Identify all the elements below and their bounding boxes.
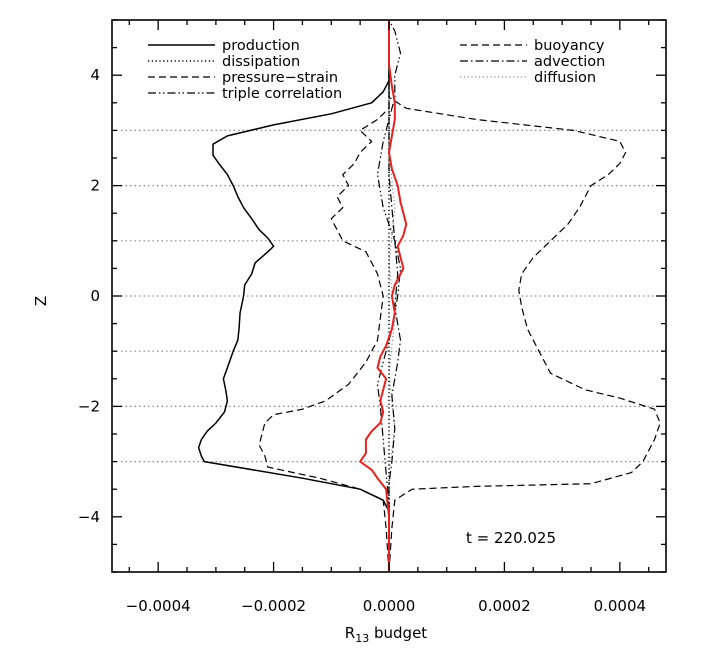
legend-label-0: production bbox=[222, 38, 300, 54]
x-axis-label-tail: budget bbox=[369, 624, 427, 642]
legend-label-2: diffusion bbox=[534, 70, 596, 86]
series-production bbox=[197, 20, 390, 572]
y-tick-label-3: 2 bbox=[90, 177, 100, 195]
series-pressure-strain bbox=[258, 20, 390, 573]
y-tick-label-0: −4 bbox=[78, 508, 100, 526]
legend-label-0: buoyancy bbox=[534, 38, 605, 54]
x-tick-label-1: −0.0002 bbox=[241, 597, 306, 615]
x-tick-label-3: 0.0002 bbox=[478, 597, 531, 615]
series-group bbox=[197, 19, 661, 573]
time-annotation: t = 220.025 bbox=[466, 529, 556, 547]
legend-label-2: pressure−strain bbox=[222, 70, 338, 86]
legend-label-3: triple correlation bbox=[222, 86, 342, 102]
x-axis-label-main: R bbox=[345, 624, 355, 642]
x-tick-label-0: −0.0004 bbox=[126, 597, 191, 615]
y-axis-label: Z bbox=[32, 296, 50, 306]
series-advection bbox=[388, 20, 402, 572]
series-buoyancy bbox=[388, 20, 661, 573]
axis-ticks: −0.0004 −0.0002 0.0000 0.0002 0.0004 −4 −2 0 2 4 bbox=[78, 19, 666, 615]
legend-label-1: advection bbox=[534, 54, 605, 70]
x-tick-label-2: 0.0000 bbox=[363, 597, 416, 615]
x-axis-label-subscript: 13 bbox=[355, 632, 369, 645]
x-axis-label: R13 budget bbox=[345, 624, 428, 645]
series-triple-correlation bbox=[376, 19, 402, 572]
legend: productiondissipationpressure−straintrip… bbox=[148, 38, 605, 102]
y-tick-label-2: 0 bbox=[90, 287, 100, 305]
y-tick-label-1: −2 bbox=[78, 397, 100, 415]
y-tick-label-4: 4 bbox=[90, 66, 100, 84]
series-red-curve bbox=[359, 20, 408, 572]
x-tick-label-4: 0.0004 bbox=[594, 597, 647, 615]
legend-label-1: dissipation bbox=[222, 54, 300, 70]
